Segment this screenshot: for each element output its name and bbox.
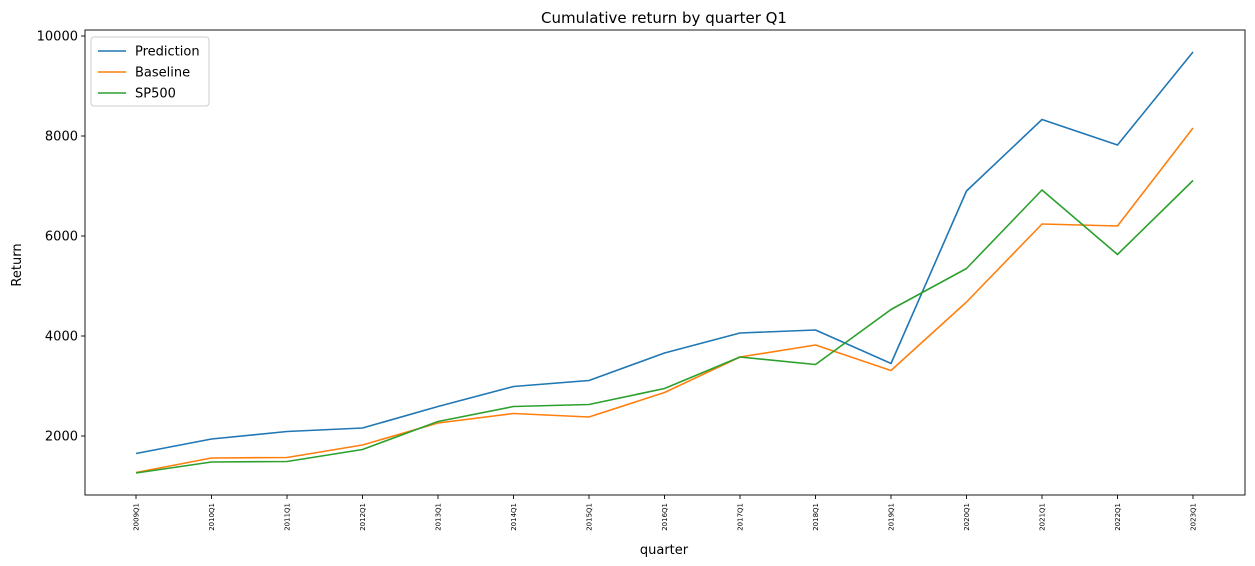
y-axis-title: Return — [10, 243, 25, 286]
series-line-baseline — [135, 127, 1194, 474]
x-tick-label: 2014Q1 — [510, 503, 518, 531]
x-tick-label: 2017Q1 — [737, 503, 745, 531]
x-tick-label: 2019Q1 — [888, 503, 896, 531]
plot-frame — [84, 29, 1246, 496]
legend-box — [90, 36, 210, 107]
plot-area: 2000 4000 6000 8000 10000 2009Q1 2010Q1 2011Q1 2… — [37, 29, 1246, 531]
y-tick-label: 6000 — [45, 230, 78, 245]
y-tick-label: 10000 — [37, 30, 78, 45]
x-tick-label: 2016Q1 — [661, 503, 669, 531]
series-line-sp500 — [135, 179, 1194, 474]
y-tick-label: 2000 — [45, 430, 78, 445]
x-tick-label: 2011Q1 — [284, 503, 292, 531]
x-axis-title: quarter — [640, 543, 689, 558]
x-tick-label: 2015Q1 — [586, 503, 594, 531]
x-tick-label: 2012Q1 — [359, 503, 367, 531]
chart-title: Cumulative return by quarter Q1 — [541, 9, 787, 27]
legend-label-prediction: Prediction — [135, 45, 200, 60]
x-tick-label: 2022Q1 — [1114, 503, 1122, 531]
legend-label-baseline: Baseline — [135, 66, 190, 81]
x-tick-label: 2009Q1 — [133, 503, 141, 531]
legend-label-sp500: SP500 — [135, 87, 176, 102]
x-tick-label: 2018Q1 — [812, 503, 820, 531]
x-tick-label: 2020Q1 — [963, 503, 971, 531]
y-tick-label: 4000 — [45, 330, 78, 345]
x-tick-label: 2023Q1 — [1190, 503, 1198, 531]
x-tick-label: 2010Q1 — [208, 503, 216, 531]
x-tick-label: 2013Q1 — [435, 503, 443, 531]
series-line-prediction — [135, 51, 1194, 455]
y-tick-label: 8000 — [45, 130, 78, 145]
x-tick-label: 2021Q1 — [1039, 503, 1047, 531]
